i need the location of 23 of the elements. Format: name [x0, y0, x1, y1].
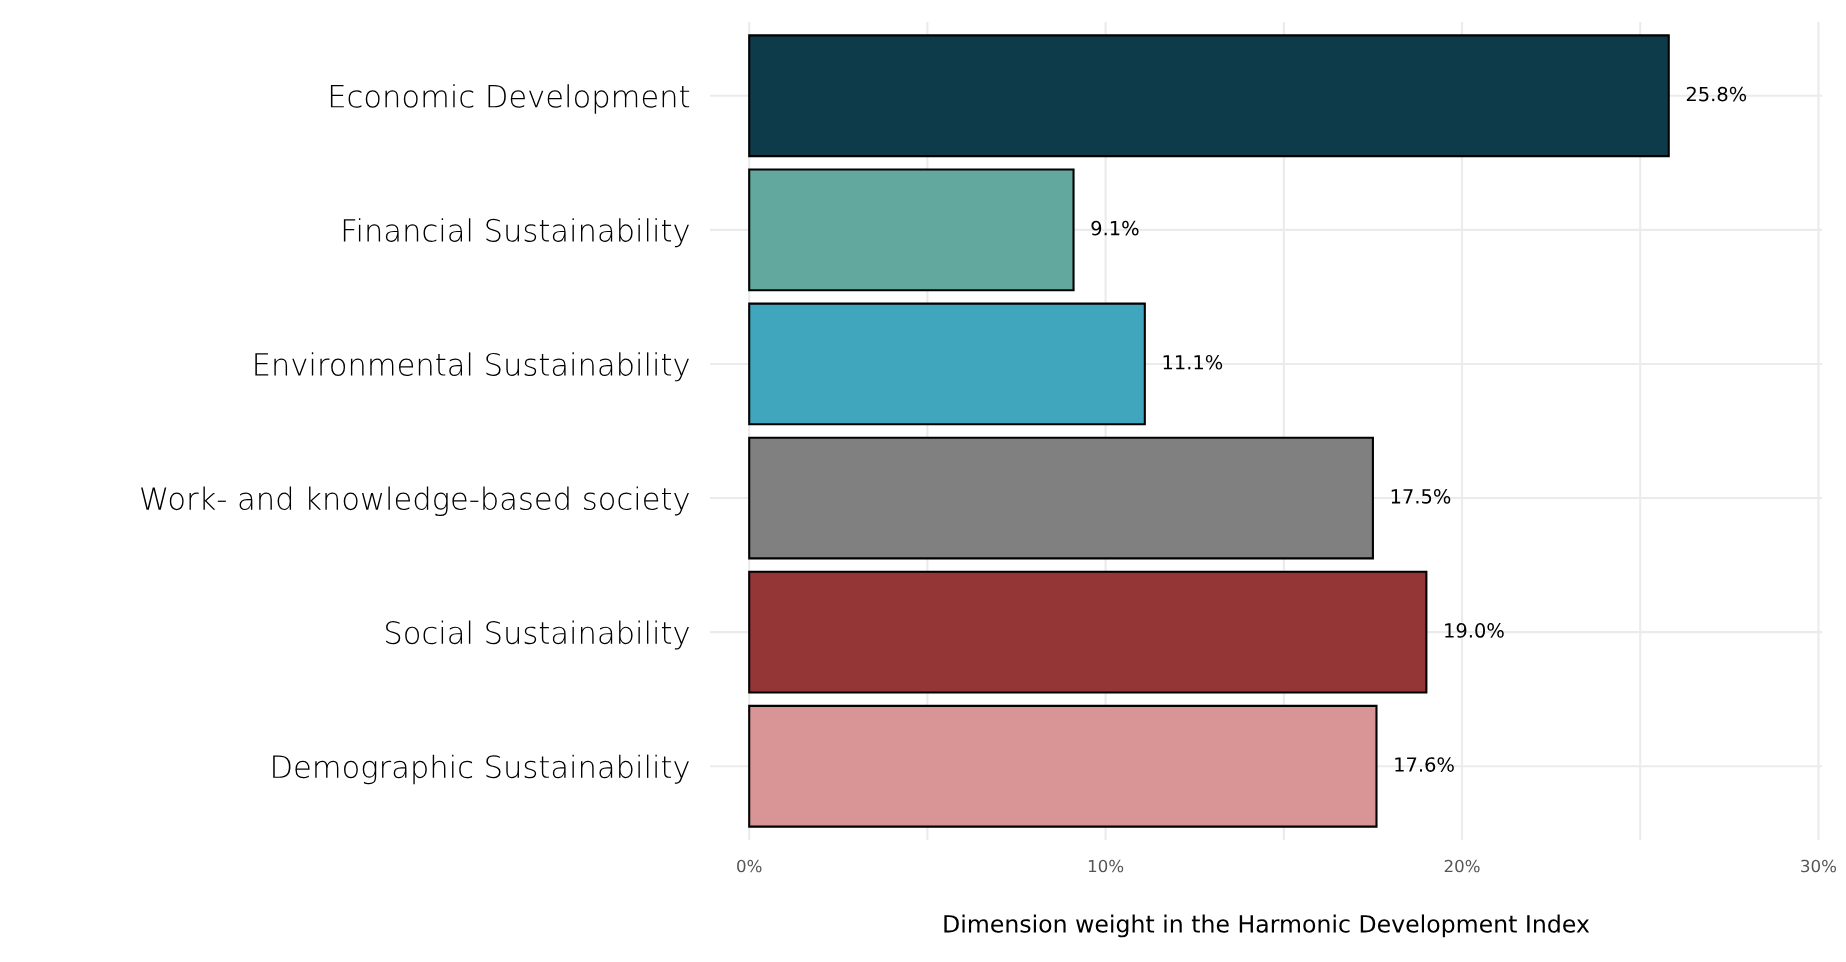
bar	[748, 436, 1374, 560]
x-tick-label: 0%	[737, 859, 762, 873]
data-label: 17.6%	[1395, 757, 1454, 772]
x-tick-label: 30%	[1801, 859, 1837, 873]
bar	[748, 34, 1670, 158]
x-tick-label: 10%	[1088, 859, 1124, 873]
data-label: 25.8%	[1686, 86, 1747, 102]
y-tick-label: Economic Development	[330, 84, 690, 114]
data-label: 19.0%	[1445, 623, 1504, 638]
y-tick-label: Work- and knowledge-based society	[141, 486, 689, 517]
bar	[748, 168, 1075, 292]
data-label: 9.1%	[1091, 220, 1139, 236]
x-tick-label: 20%	[1444, 859, 1480, 873]
x-axis-title: Dimension weight in the Harmonic Development Index	[944, 914, 1590, 938]
bar	[748, 704, 1378, 828]
y-tick-label: Environmental Sustainability	[255, 352, 689, 382]
data-label: 11.1%	[1163, 354, 1223, 370]
y-tick-label: Demographic Sustainability	[273, 754, 689, 785]
bar	[748, 302, 1146, 426]
bar	[748, 570, 1428, 694]
y-tick-label: Financial Sustainability	[343, 218, 689, 248]
y-tick-label: Social Sustainability	[386, 620, 689, 650]
data-label: 17.5%	[1391, 488, 1451, 504]
